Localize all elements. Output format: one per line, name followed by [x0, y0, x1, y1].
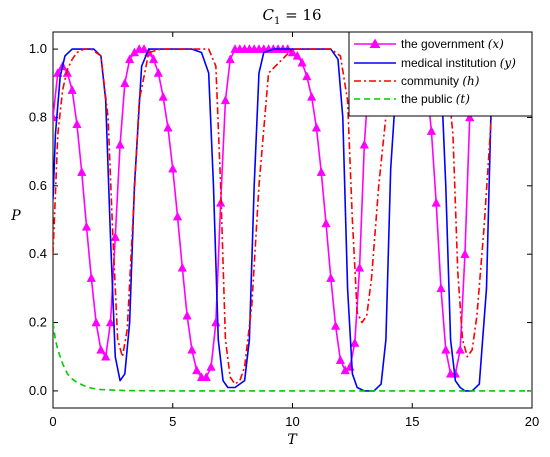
y-tick-label: 0.8 — [29, 109, 47, 124]
data-point-government — [441, 344, 451, 354]
data-point-government — [460, 249, 470, 258]
data-point-government — [335, 355, 346, 364]
chart-title: C1 = 16 — [262, 6, 321, 27]
legend-entry-government: the government (x) — [354, 37, 504, 51]
legend-label-public: the public (t) — [401, 92, 470, 106]
legend-var-community: (h) — [462, 74, 479, 88]
data-point-government — [201, 372, 211, 381]
legend-label-medical-text: medical institution — [401, 56, 496, 70]
data-point-government — [350, 338, 360, 347]
data-point-government — [292, 50, 302, 60]
data-point-government — [72, 119, 82, 129]
legend-label-community-text: community — [401, 74, 459, 88]
data-point-government — [86, 273, 96, 282]
legend-entry-public: the public (t) — [354, 92, 470, 106]
y-tick-label: 0.0 — [29, 383, 47, 398]
y-tick-label: 0.2 — [29, 315, 47, 330]
legend-var-government: (x) — [488, 37, 504, 51]
data-point-government — [426, 126, 437, 135]
legend: the government (x) medical institution (… — [348, 31, 533, 117]
legend-box — [348, 31, 533, 117]
legend-var-medical: (y) — [500, 56, 516, 70]
data-point-government — [192, 365, 202, 375]
title-subscript: 1 — [274, 16, 280, 27]
series-line-public — [53, 322, 532, 392]
data-point-government — [125, 54, 135, 64]
data-point-government — [330, 320, 341, 330]
data-point-government — [91, 317, 101, 327]
data-point-government — [81, 221, 92, 231]
legend-var-public: (t) — [456, 92, 471, 106]
legend-label-community: community (h) — [401, 74, 480, 88]
data-point-government — [465, 112, 475, 122]
title-suffix: = 16 — [280, 6, 321, 24]
title-main: C — [262, 6, 274, 24]
data-point-government — [148, 54, 159, 64]
data-point-government — [455, 344, 465, 354]
y-axis-label: P — [10, 208, 21, 224]
x-tick-label: 20 — [525, 414, 539, 429]
data-point-government — [77, 167, 87, 176]
data-point-government — [354, 262, 365, 272]
data-point-government — [316, 167, 326, 176]
data-point-government — [436, 283, 446, 293]
y-tick-label: 1.0 — [29, 41, 47, 56]
y-tick-label: 0.6 — [29, 178, 47, 193]
x-axis-label: T — [287, 432, 298, 448]
data-point-government — [287, 47, 298, 57]
data-point-government — [321, 218, 331, 228]
data-point-government — [158, 91, 168, 101]
x-tick-label: 10 — [285, 414, 299, 429]
x-tick-label: 15 — [405, 414, 419, 429]
series-public — [53, 322, 532, 392]
data-point-government — [302, 71, 312, 81]
data-point-government — [101, 351, 111, 361]
data-point-government — [220, 95, 231, 105]
legend-label-medical: medical institution (y) — [401, 56, 516, 70]
data-point-government — [225, 54, 235, 64]
data-point-government — [326, 273, 336, 282]
legend-label-public-text: the public — [401, 92, 452, 106]
data-point-government — [311, 122, 322, 132]
data-point-government — [153, 67, 163, 77]
data-point-government — [53, 112, 58, 122]
data-point-government — [206, 361, 216, 371]
legend-entry-medical: medical institution (y) — [354, 56, 516, 70]
data-point-government — [177, 262, 187, 272]
x-axis-ticks: 0 5 10 15 20 — [49, 32, 539, 429]
data-point-government — [168, 163, 178, 173]
data-point-government — [139, 44, 149, 53]
data-point-government — [431, 197, 441, 207]
x-tick-label: 0 — [49, 414, 56, 429]
data-point-government — [359, 139, 369, 149]
data-point-government — [297, 57, 307, 67]
data-point-government — [115, 139, 125, 149]
y-tick-label: 0.4 — [29, 246, 47, 261]
x-tick-label: 5 — [169, 414, 176, 429]
data-point-government — [105, 317, 116, 327]
data-point-government — [163, 122, 173, 132]
data-point-government — [96, 344, 106, 354]
data-point-government — [67, 85, 77, 94]
data-point-government — [182, 310, 192, 320]
y-axis-ticks: 0.0 0.2 0.4 0.6 0.8 1.0 — [29, 41, 532, 398]
data-point-government — [211, 317, 221, 327]
data-point-government — [187, 344, 197, 354]
legend-label-government: the government (x) — [401, 37, 504, 51]
data-point-government — [120, 78, 130, 88]
data-point-government — [172, 211, 183, 221]
legend-entry-community: community (h) — [354, 74, 480, 88]
legend-label-government-text: the government — [401, 37, 485, 51]
data-point-government — [307, 91, 317, 101]
triangle-marker-icon — [369, 38, 381, 48]
